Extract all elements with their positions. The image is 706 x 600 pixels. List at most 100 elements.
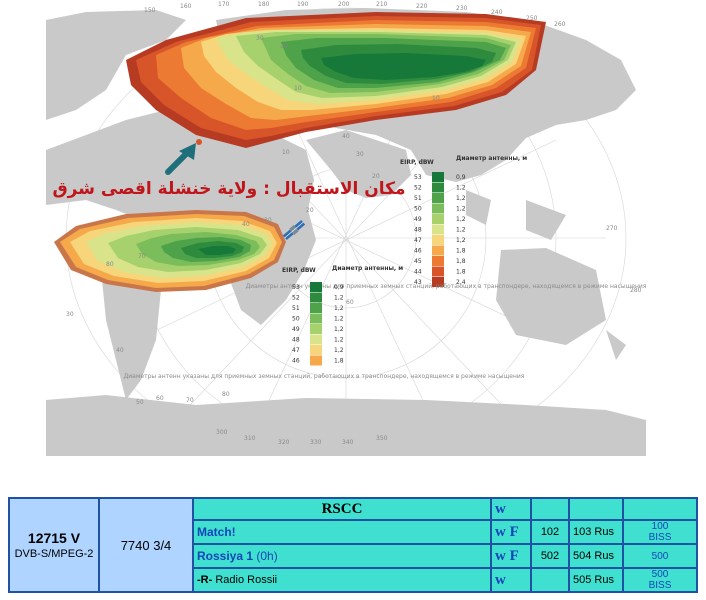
tick-label: 300 bbox=[216, 429, 228, 436]
legend-south-note: Диаметры антенн указаны для приемных зем… bbox=[124, 373, 525, 380]
legend-swatch bbox=[432, 235, 444, 245]
provider-flag: w bbox=[492, 499, 530, 519]
legend-south-eirp-header: EIRP, dBW bbox=[282, 267, 316, 274]
tick-label: 80 bbox=[106, 261, 114, 268]
tick-label: 10 bbox=[432, 95, 440, 102]
video-pid bbox=[532, 569, 568, 591]
tick-label: 40 bbox=[242, 221, 250, 228]
tick-label: 330 bbox=[310, 439, 322, 446]
tick-label: 310 bbox=[244, 435, 256, 442]
legend-diam-value: 1,2 bbox=[456, 227, 466, 234]
legend-diam-value: 1,2 bbox=[334, 326, 344, 333]
legend-swatch bbox=[432, 193, 444, 203]
legend-eirp-value: 47 bbox=[414, 237, 422, 244]
tick-label: 30 bbox=[356, 151, 364, 158]
legend-diam-value: 1,2 bbox=[456, 185, 466, 192]
tick-label: 50 bbox=[136, 399, 144, 406]
legend-north-diam-header: Диаметр антенны, м bbox=[456, 155, 527, 162]
tick-label: 250 bbox=[526, 15, 538, 22]
legend-swatch bbox=[432, 172, 444, 182]
channel-name[interactable]: Rossiya 1 (0h) bbox=[194, 545, 490, 567]
tick-label: 170 bbox=[218, 1, 230, 8]
encryption: 500 bbox=[624, 545, 696, 567]
audio-pid: 505 Rus bbox=[570, 569, 622, 591]
receive-location-arrow bbox=[165, 139, 202, 175]
legend-swatch bbox=[310, 282, 322, 292]
transponder-table: 12715 V DVB-S/MPEG-2 7740 3/4 RSCC w Mat… bbox=[8, 497, 698, 593]
legend-swatch bbox=[432, 266, 444, 277]
tick-label: 270 bbox=[606, 225, 618, 232]
legend-diam-value: 1,2 bbox=[456, 237, 466, 244]
legend-swatch bbox=[432, 277, 444, 287]
encryption: 500 BISS bbox=[624, 569, 696, 591]
legend-eirp-value: 50 bbox=[414, 206, 422, 213]
audio-pid: 504 Rus bbox=[570, 545, 622, 567]
legend-north: EIRP, dBW Диаметр антенны, м 53 0,9 52 1,2 5… bbox=[246, 155, 647, 290]
tick-label: 30 bbox=[264, 217, 272, 224]
system: DVB-S/MPEG-2 bbox=[14, 548, 94, 560]
tick-label: 20 bbox=[372, 173, 380, 180]
legend-swatch bbox=[432, 245, 444, 256]
tick-label: 340 bbox=[342, 439, 354, 446]
coverage-map: مكان الاستقبال : ولاية خنشلة اقصى شرق 15… bbox=[46, 0, 660, 456]
tick-label: 160 bbox=[180, 3, 192, 10]
video-pid: 102 bbox=[532, 521, 568, 543]
legend-diam-value: 1,2 bbox=[456, 206, 466, 213]
frequency-cell: 12715 V DVB-S/MPEG-2 bbox=[10, 499, 98, 591]
encryption: 100 BISS bbox=[624, 521, 696, 543]
channel-flags: w F bbox=[492, 521, 530, 543]
tick-label: 20 bbox=[306, 207, 314, 214]
tick-label: 40 bbox=[342, 133, 350, 140]
legend-eirp-value: 49 bbox=[414, 216, 422, 223]
tick-label: 150 bbox=[144, 7, 156, 14]
table-row[interactable]: Match! w F 102 103 Rus 100 BISS bbox=[10, 521, 696, 543]
legend-eirp-value: 46 bbox=[292, 358, 300, 365]
legend-diam-value: 1,8 bbox=[456, 258, 466, 265]
tick-label: 70 bbox=[138, 253, 146, 260]
table-row: 12715 V DVB-S/MPEG-2 7740 3/4 RSCC w bbox=[10, 499, 696, 591]
legend-swatch bbox=[432, 214, 444, 224]
legend-eirp-value: 53 bbox=[414, 174, 422, 181]
tick-label: 350 bbox=[376, 435, 388, 442]
tick-label: 200 bbox=[338, 1, 350, 8]
legend-eirp-value: 43 bbox=[414, 279, 422, 286]
satellite-icon bbox=[282, 219, 306, 241]
tick-label: 10 bbox=[282, 149, 290, 156]
legend-eirp-value: 52 bbox=[292, 295, 300, 302]
coverage-map-svg: مكان الاستقبال : ولاية خنشلة اقصى شرق 15… bbox=[46, 1, 647, 456]
channel-name[interactable]: Match! bbox=[194, 521, 490, 543]
legend-eirp-value: 48 bbox=[414, 227, 422, 234]
legend-diam-value: 2,4 bbox=[456, 279, 466, 286]
legend-swatch bbox=[310, 303, 322, 313]
legend-eirp-value: 52 bbox=[414, 185, 422, 192]
legend-diam-value: 1,8 bbox=[334, 358, 344, 365]
legend-north-note: Диаметры антенн указаны для приемных зем… bbox=[246, 283, 647, 290]
tick-label: 70 bbox=[186, 397, 194, 404]
video-pid: 502 bbox=[532, 545, 568, 567]
tick-label: 210 bbox=[376, 1, 388, 8]
table-row[interactable]: Rossiya 1 (0h) w F 502 504 Rus 500 bbox=[10, 545, 696, 567]
tick-label: 320 bbox=[278, 439, 290, 446]
channel-name[interactable]: -R- Radio Rossii bbox=[194, 569, 490, 591]
tick-labels: 150 160 170 180 190 200 210 220 230 240 250 260 270 2… bbox=[66, 1, 642, 446]
legend-eirp-value: 44 bbox=[414, 269, 422, 276]
legend-diam-value: 1,8 bbox=[456, 248, 466, 255]
tick-label: 220 bbox=[416, 3, 428, 10]
tick-label: 20 bbox=[280, 43, 288, 50]
channel-flags: w F bbox=[492, 545, 530, 567]
legend-eirp-value: 49 bbox=[292, 326, 300, 333]
legend-swatch bbox=[432, 182, 444, 193]
legend-diam-value: 1,2 bbox=[334, 305, 344, 312]
symbol-rate: 7740 3/4 bbox=[100, 499, 192, 591]
legend-eirp-value: 45 bbox=[414, 258, 422, 265]
legend-eirp-value: 51 bbox=[414, 195, 422, 202]
tick-label: 60 bbox=[346, 299, 354, 306]
legend-diam-value: 1,2 bbox=[334, 316, 344, 323]
south-beam bbox=[54, 210, 286, 292]
tick-label: 10 bbox=[294, 85, 302, 92]
legend-diam-value: 1,2 bbox=[456, 195, 466, 202]
legend-diam-value: 1,2 bbox=[334, 347, 344, 354]
legend-eirp-value: 46 bbox=[414, 248, 422, 255]
tick-label: 230 bbox=[456, 5, 468, 12]
table-row[interactable]: -R- Radio Rossii w 505 Rus 500 BISS bbox=[10, 569, 696, 591]
